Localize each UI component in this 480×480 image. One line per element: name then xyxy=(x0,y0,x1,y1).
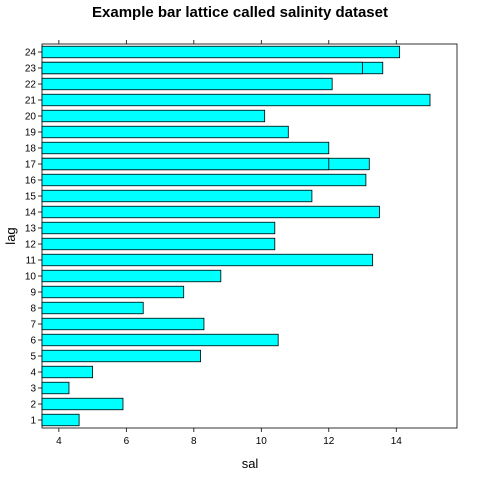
y-tick-label-6: 6 xyxy=(30,336,36,347)
y-tick-label-21: 21 xyxy=(25,96,37,107)
bar-lag-23-seg-2 xyxy=(41,61,363,75)
bar-lag-19 xyxy=(41,125,289,139)
x-axis-label: sal xyxy=(242,456,259,471)
y-tick-label-4: 4 xyxy=(30,368,36,379)
x-tick-label-14: 14 xyxy=(391,436,403,447)
y-tick-label-9: 9 xyxy=(30,288,36,299)
y-axis-label: lag xyxy=(3,227,18,244)
y-tick-label-13: 13 xyxy=(25,224,37,235)
bar-lag-7 xyxy=(41,317,205,331)
bar-lag-5 xyxy=(41,349,201,363)
y-tick-label-23: 23 xyxy=(25,64,37,75)
bar-lag-16 xyxy=(41,173,367,187)
y-tick-label-22: 22 xyxy=(25,80,37,91)
x-tick-label-6: 6 xyxy=(124,436,130,447)
bar-lag-4 xyxy=(41,365,94,379)
y-tick-label-17: 17 xyxy=(25,160,37,171)
y-tick-label-20: 20 xyxy=(25,112,37,123)
bar-lag-21 xyxy=(41,93,431,107)
y-tick-label-12: 12 xyxy=(25,240,37,251)
y-tick-label-24: 24 xyxy=(25,48,37,59)
y-tick-label-1: 1 xyxy=(30,416,36,427)
bar-lag-3 xyxy=(41,381,70,395)
bar-lag-6 xyxy=(41,333,279,347)
y-tick-label-15: 15 xyxy=(25,192,37,203)
y-tick-label-3: 3 xyxy=(30,384,36,395)
bar-lag-15 xyxy=(41,189,313,203)
bar-lag-10 xyxy=(41,269,222,283)
y-tick-label-19: 19 xyxy=(25,128,37,139)
bar-lag-13 xyxy=(41,221,276,235)
plot-frame xyxy=(41,43,458,429)
x-tick-label-8: 8 xyxy=(191,436,197,447)
x-tick-label-12: 12 xyxy=(323,436,335,447)
bar-lag-1 xyxy=(41,413,80,427)
bar-lag-17-seg-2 xyxy=(41,157,330,171)
y-tick-label-18: 18 xyxy=(25,144,37,155)
y-tick-label-11: 11 xyxy=(26,256,37,267)
bar-lag-20 xyxy=(41,109,266,123)
bar-lag-22 xyxy=(41,77,333,91)
y-tick-label-10: 10 xyxy=(25,272,37,283)
bar-lag-8 xyxy=(41,301,144,315)
bar-lag-12 xyxy=(41,237,276,251)
x-axis-ticks: 4 6 8 10 12 14 xyxy=(56,40,402,447)
x-tick-label-4: 4 xyxy=(56,436,62,447)
y-tick-label-16: 16 xyxy=(25,176,37,187)
bar-lag-11 xyxy=(41,253,374,267)
bars-group xyxy=(41,45,431,427)
bar-lag-24 xyxy=(41,45,401,59)
bar-lag-18 xyxy=(41,141,330,155)
y-tick-label-8: 8 xyxy=(30,304,36,315)
y-tick-label-5: 5 xyxy=(30,352,36,363)
chart-title: Example bar lattice called salinity data… xyxy=(92,4,388,21)
x-tick-label-10: 10 xyxy=(256,436,268,447)
y-tick-label-14: 14 xyxy=(25,208,37,219)
y-tick-label-2: 2 xyxy=(30,400,36,411)
y-tick-label-7: 7 xyxy=(30,320,36,331)
bar-lag-9 xyxy=(41,285,185,299)
bar-lag-14 xyxy=(41,205,380,219)
bar-lag-2 xyxy=(41,397,124,411)
